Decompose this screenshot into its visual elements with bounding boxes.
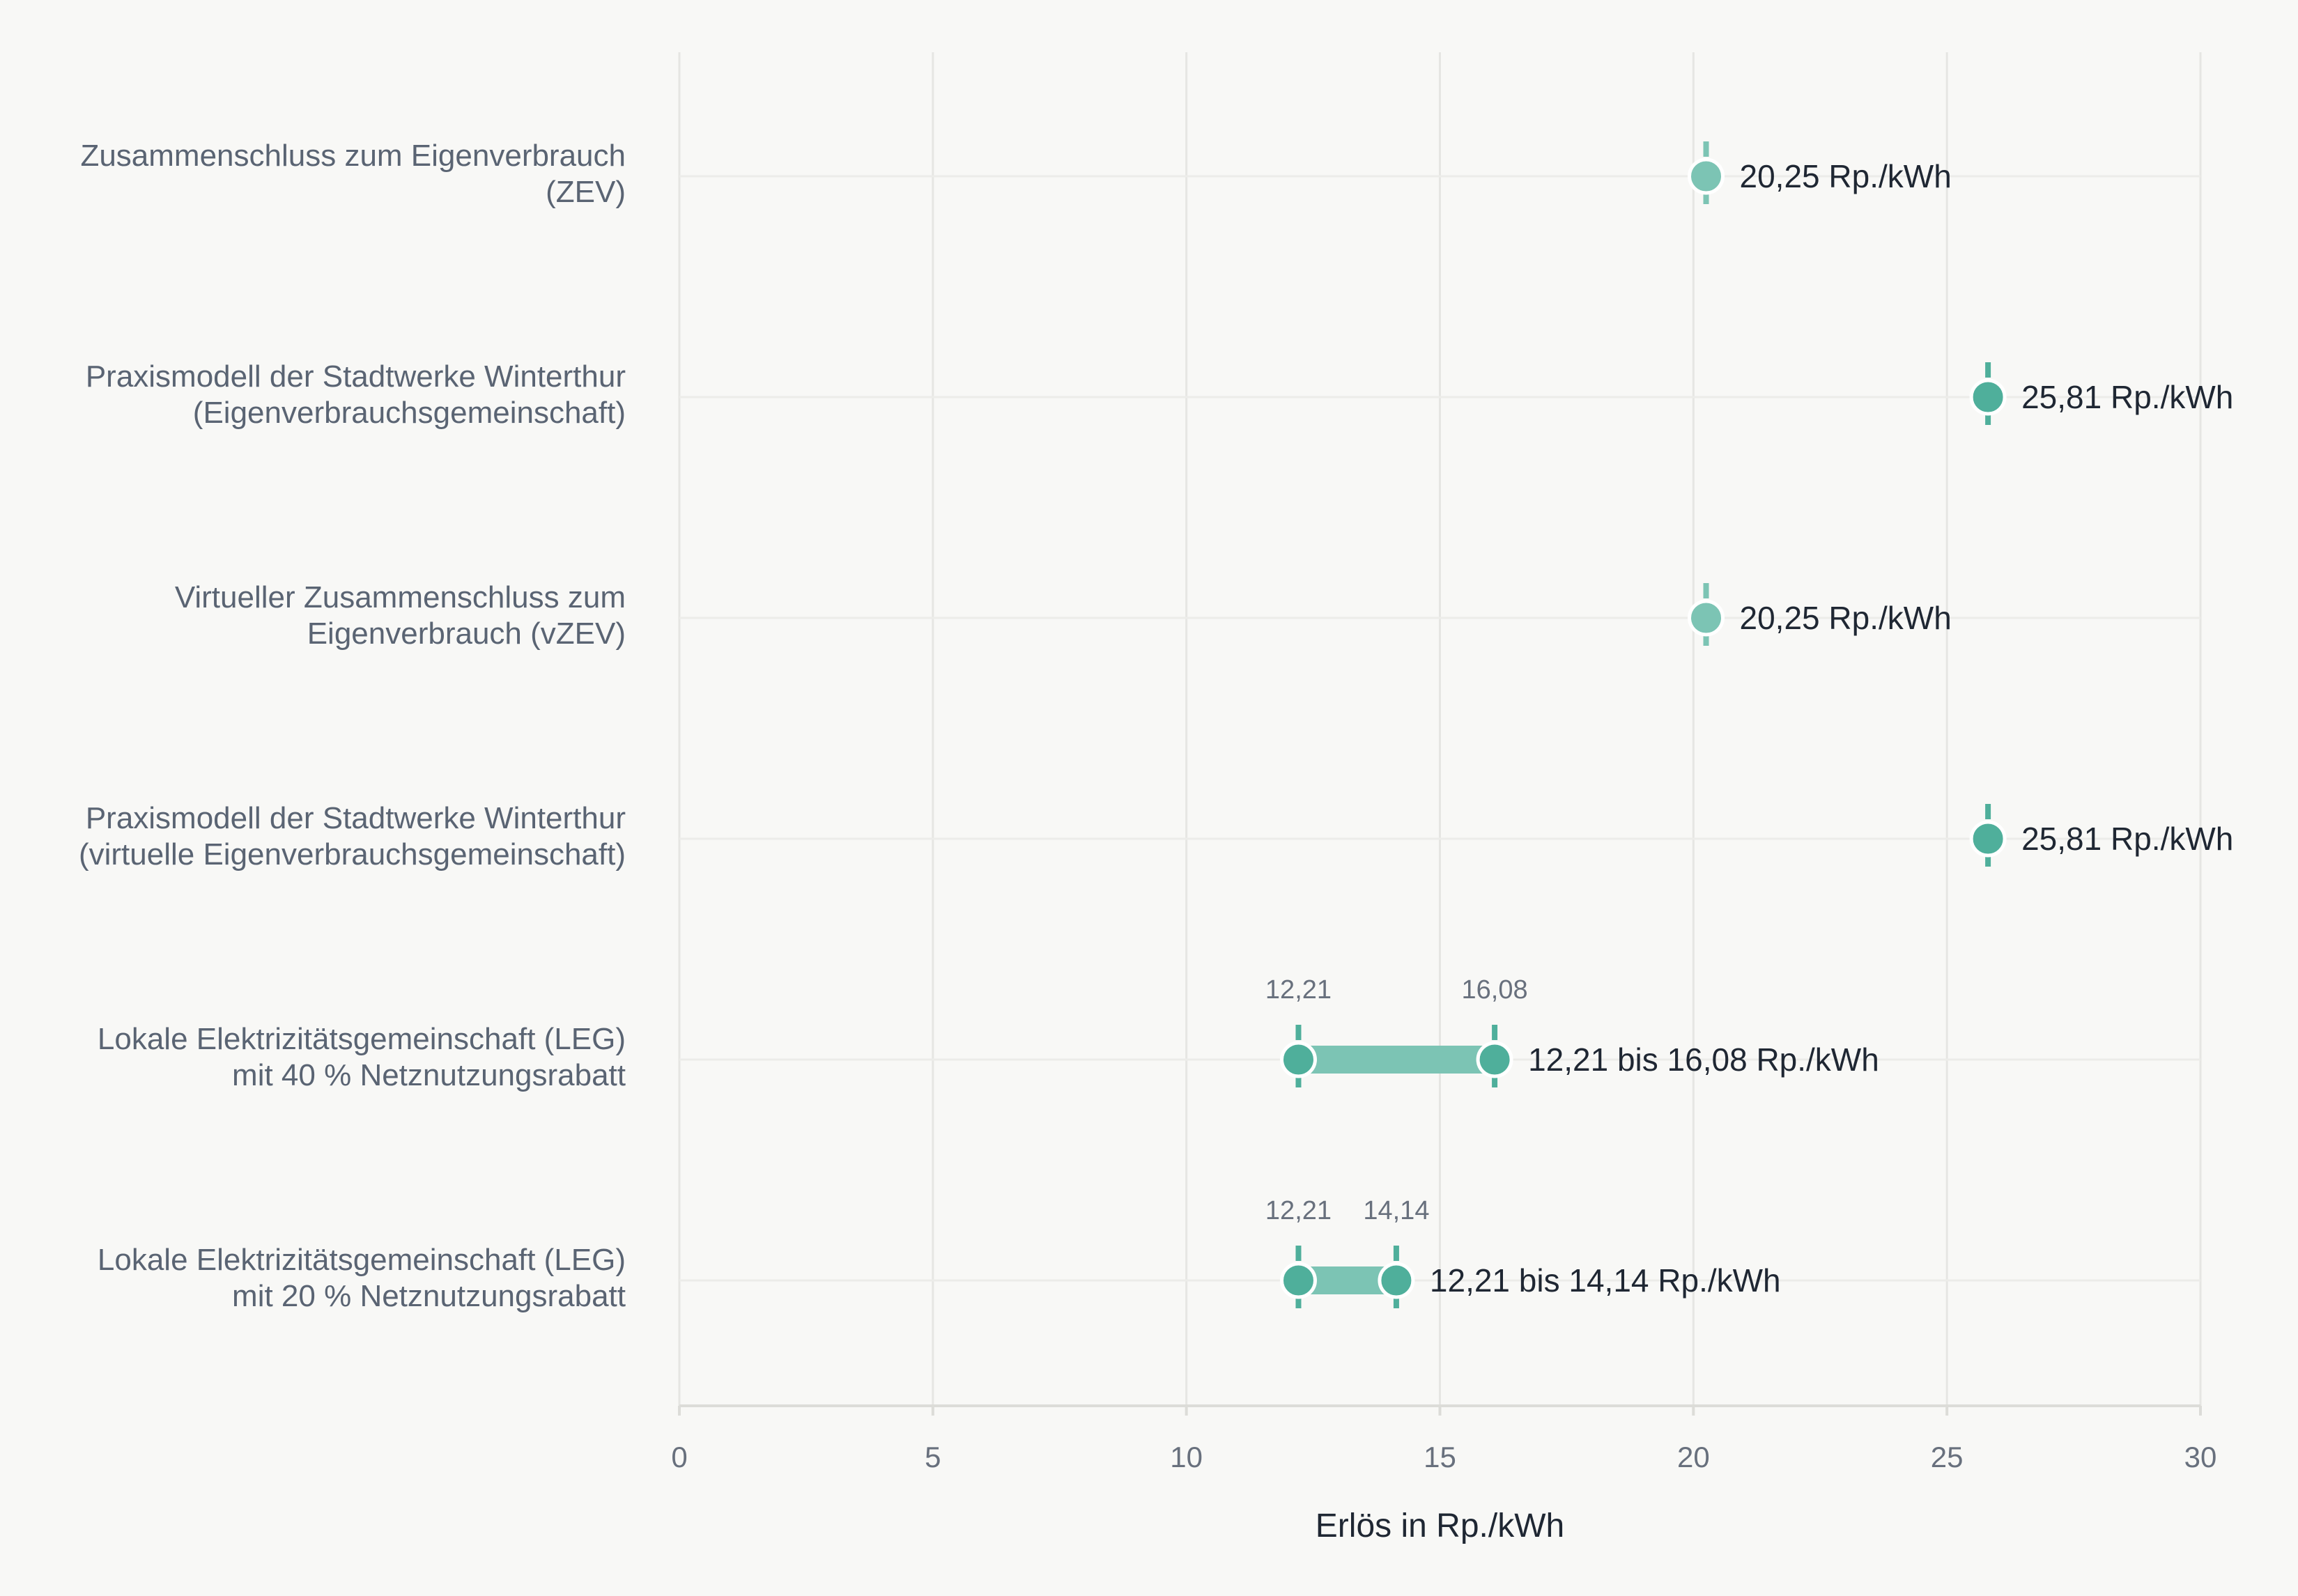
category-label: Zusammenschluss zum Eigenverbrauch (ZEV): [80, 139, 626, 209]
row-lines: [679, 175, 2200, 1282]
range-point: [1969, 820, 2007, 858]
value-label: 20,25 Rp./kWh: [1740, 158, 1952, 194]
x-tick-label: 15: [1424, 1441, 1456, 1473]
x-tick-label: 20: [1677, 1441, 1710, 1473]
category-label: Lokale Elektrizitätsgemeinschaft (LEG) mi…: [98, 1243, 626, 1313]
category-label: Praxismodell der Stadtwerke Winterthur (E…: [86, 359, 626, 430]
range-marks: 20,25 Rp./kWh 25,81 Rp./kWh 20,25 Rp./kWh 2…: [1265, 141, 2233, 1315]
x-tick-label: 0: [671, 1441, 687, 1473]
range-point: [1969, 378, 2007, 416]
range-point: [1279, 1041, 1317, 1078]
range-max-label: 14,14: [1363, 1196, 1429, 1225]
x-axis-ticks: 0 5 10 15 20 25 30: [671, 1406, 2216, 1473]
category-label-line: mit 40 % Netznutzungsrabatt: [232, 1058, 626, 1092]
category-label-line: (Eigenverbrauchsgemeinschaft): [193, 396, 626, 430]
range-min-label: 12,21: [1265, 1196, 1332, 1225]
range-row: 12,21 16,08 12,21 bis 16,08 Rp./kWh: [1265, 975, 1879, 1094]
category-label-line: Praxismodell der Stadtwerke Winterthur: [86, 801, 626, 835]
x-axis-label: Erlös in Rp./kWh: [1316, 1508, 1564, 1544]
category-label-line: mit 20 % Netznutzungsrabatt: [232, 1279, 626, 1313]
value-label: 12,21 bis 14,14 Rp./kWh: [1430, 1262, 1781, 1299]
range-row: 20,25 Rp./kWh: [1688, 583, 1952, 653]
grid-lines: [678, 52, 2202, 1406]
category-label-line: Lokale Elektrizitätsgemeinschaft (LEG): [98, 1243, 626, 1277]
category-label-line: Zusammenschluss zum Eigenverbrauch: [80, 139, 626, 173]
value-label: 25,81 Rp./kWh: [2021, 379, 2233, 415]
category-label: Praxismodell der Stadtwerke Winterthur (v…: [79, 801, 626, 871]
range-point: [1378, 1262, 1415, 1299]
value-label: 25,81 Rp./kWh: [2021, 821, 2233, 857]
category-label-line: (virtuelle Eigenverbrauchsgemeinschaft): [79, 837, 626, 871]
range-min-label: 12,21: [1265, 975, 1332, 1005]
category-label-line: Eigenverbrauch (vZEV): [307, 617, 626, 651]
x-tick-label: 10: [1170, 1441, 1203, 1473]
range-row: 20,25 Rp./kWh: [1688, 141, 1952, 211]
range-point: [1279, 1262, 1317, 1299]
category-label-line: Praxismodell der Stadtwerke Winterthur: [86, 359, 626, 394]
range-point: [1688, 157, 1725, 195]
value-label: 12,21 bis 16,08 Rp./kWh: [1528, 1041, 1879, 1078]
range-max-label: 16,08: [1462, 975, 1528, 1005]
x-tick-label: 30: [2184, 1441, 2217, 1473]
value-label: 20,25 Rp./kWh: [1740, 600, 1952, 636]
category-label-line: (ZEV): [546, 175, 626, 209]
range-row: 12,21 14,14 12,21 bis 14,14 Rp./kWh: [1265, 1196, 1781, 1315]
range-point: [1688, 599, 1725, 637]
category-label: Virtueller Zusammenschluss zum Eigenverbr…: [175, 580, 626, 651]
category-label: Lokale Elektrizitätsgemeinschaft (LEG) mi…: [98, 1022, 626, 1092]
range-row: 25,81 Rp./kWh: [1969, 804, 2233, 874]
range-point: [1476, 1041, 1513, 1078]
x-tick-label: 5: [925, 1441, 941, 1473]
x-tick-label: 25: [1931, 1441, 1964, 1473]
category-label-line: Lokale Elektrizitätsgemeinschaft (LEG): [98, 1022, 626, 1056]
category-label-line: Virtueller Zusammenschluss zum: [175, 580, 626, 614]
range-row: 25,81 Rp./kWh: [1969, 362, 2233, 432]
category-labels: Zusammenschluss zum Eigenverbrauch (ZEV) P…: [79, 139, 626, 1313]
